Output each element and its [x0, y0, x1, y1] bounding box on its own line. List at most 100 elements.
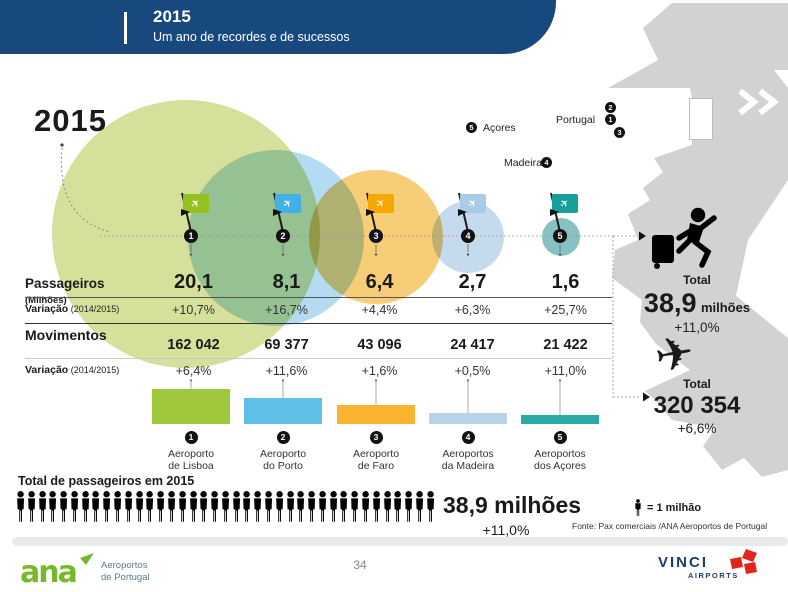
- row-movements: Movimentos 162 042 69 377 43 096 24 417 …: [25, 327, 612, 353]
- flag-acores: ✈: [552, 194, 578, 213]
- pictogram-title: Total de passageiros em 2015: [18, 474, 195, 488]
- map-badge-madeira: 4: [541, 157, 552, 168]
- map-badge-portugal-3: 3: [614, 127, 625, 138]
- flag-madeira: ✈: [460, 194, 486, 213]
- total-label: Total: [683, 377, 711, 391]
- flag-pennant-1: [181, 209, 190, 216]
- flag-pennant-3: [366, 209, 375, 216]
- vinci-logo-mark: [730, 549, 757, 574]
- airport-label-madeira: Aeroportos da Madeira: [441, 448, 495, 472]
- vinci-logo-subtitle: AIRPORTS: [688, 571, 739, 580]
- flag-faro: ✈: [368, 194, 394, 213]
- plane-icon: ✈: [373, 195, 389, 212]
- row-passengers-label: Passageiros (Milhões): [25, 276, 105, 306]
- marker-badge-1: 1: [184, 229, 198, 243]
- marker-badge-2: 2: [276, 229, 290, 243]
- bar-acores: [521, 415, 599, 424]
- header-title: 2015: [153, 7, 191, 26]
- flag-lisboa: ✈: [183, 194, 209, 213]
- movements-value: 162 042: [167, 337, 220, 353]
- legend-text: = 1 milhão: [647, 502, 702, 514]
- person-icon: [635, 499, 641, 516]
- variation-pax-value: +25,7%: [544, 303, 587, 317]
- row-variation-movements: Variação (2014/2015) +6,4% +11,6% +1,6% …: [25, 364, 612, 378]
- plane-icon: ✈: [188, 195, 204, 212]
- header-bar: 2015 Um ano de recordes e de sucessos: [0, 0, 556, 54]
- pictogram-total-variation: +11,0%: [482, 522, 530, 538]
- table-divider: [25, 358, 612, 359]
- map-label-madeira: Madeira: [504, 157, 542, 169]
- marker-badge-5: 5: [553, 229, 567, 243]
- movements-value: 24 417: [450, 337, 495, 353]
- table-divider: [25, 297, 612, 298]
- marker-badge-4: 4: [461, 229, 475, 243]
- airport-label-lisboa: Aeroporto de Lisboa: [167, 448, 215, 472]
- map-badge-portugal-2: 2: [605, 102, 616, 113]
- bar-badge-3: 3: [369, 431, 383, 444]
- flag-pennant-5: [550, 209, 559, 216]
- table-divider: [25, 323, 612, 324]
- header-divider: [124, 12, 127, 44]
- variation-pax-value: +16,7%: [265, 303, 308, 317]
- variation-mov-value: +11,6%: [265, 364, 308, 378]
- bar-porto: [244, 398, 322, 424]
- map-badge-acores: 5: [466, 122, 477, 133]
- row-movements-label: Movimentos: [25, 327, 107, 343]
- ana-logo-subtitle: Aeroportos de Portugal: [101, 560, 150, 583]
- total-passengers-block: Total 38,9 milhões +11,0%: [630, 273, 764, 335]
- bar-faro: [337, 405, 415, 424]
- row-passengers: Passageiros (Milhões) 20,1 8,1 6,4 2,7 1…: [25, 271, 612, 306]
- passengers-value: 1,6: [551, 271, 580, 293]
- source-note: Fonte: Pax comerciais /ANA Aeroportos de…: [572, 521, 768, 531]
- variation-mov-value: +6,4%: [175, 364, 212, 378]
- svg-text:ana: ana: [20, 555, 76, 588]
- header-subtitle: Um ano de recordes e de sucessos: [153, 30, 350, 44]
- flag-pennant-4: [458, 209, 467, 216]
- row-variation-label: Variação (2014/2015): [25, 364, 120, 376]
- flag-porto: ✈: [275, 194, 301, 213]
- total-movements-variation: +6,6%: [677, 421, 717, 436]
- people-row: [16, 491, 435, 524]
- portugal-cutout: [689, 98, 713, 140]
- passengers-value: 6,4: [365, 271, 394, 293]
- bar-badge-4: 4: [461, 431, 475, 444]
- bar-badge-5: 5: [553, 431, 567, 444]
- passengers-value: 20,1: [174, 271, 213, 293]
- variation-pax-value: +4,4%: [361, 303, 398, 317]
- passengers-value: 2,7: [458, 271, 487, 293]
- row-variation-passengers: Variação (2014/2015) +10,7% +16,7% +4,4%…: [25, 303, 612, 317]
- flag-pennant-2: [273, 209, 282, 216]
- plane-icon: ✈: [557, 195, 573, 212]
- airport-label-porto: Aeroporto do Porto: [259, 448, 307, 472]
- pictogram-total: 38,9 milhões +11,0%: [443, 492, 582, 538]
- total-movements-value: 320 354: [653, 392, 741, 419]
- total-passengers-value: 38,9 milhões: [643, 288, 751, 318]
- movements-value: 21 422: [543, 337, 588, 353]
- bottom-strip-divider: [12, 537, 788, 546]
- variation-pax-value: +6,3%: [454, 303, 491, 317]
- plane-icon: ✈: [280, 195, 296, 212]
- page-number: 34: [353, 558, 367, 572]
- variation-mov-value: +1,6%: [361, 364, 398, 378]
- variation-pax-value: +10,7%: [172, 303, 215, 317]
- big-year-label: 2015: [34, 103, 107, 138]
- map-label-acores: Açores: [483, 122, 516, 134]
- airport-label-faro: Aeroporto de Faro: [352, 448, 400, 472]
- airport-label-acores: Aeroportos dos Açores: [534, 448, 586, 472]
- pictogram-total-value: 38,9 milhões: [443, 492, 582, 518]
- total-label: Total: [683, 273, 711, 287]
- bar-lisboa: [152, 389, 230, 424]
- marker-badge-3: 3: [369, 229, 383, 243]
- variation-mov-value: +0,5%: [454, 364, 491, 378]
- ana-logo: ana: [20, 553, 94, 588]
- row-variation-label: Variação (2014/2015): [25, 303, 120, 315]
- map-label-portugal: Portugal: [556, 114, 596, 126]
- pictogram-legend: = 1 milhão: [634, 499, 701, 517]
- total-movements-block: Total 320 354 +6,6%: [630, 377, 764, 436]
- bar-badge-2: 2: [276, 431, 290, 444]
- total-passengers-variation: +11,0%: [674, 320, 720, 335]
- map-badge-portugal-1: 1: [605, 114, 616, 125]
- traveler-icon: [652, 207, 717, 269]
- bar-madeira: [429, 413, 507, 424]
